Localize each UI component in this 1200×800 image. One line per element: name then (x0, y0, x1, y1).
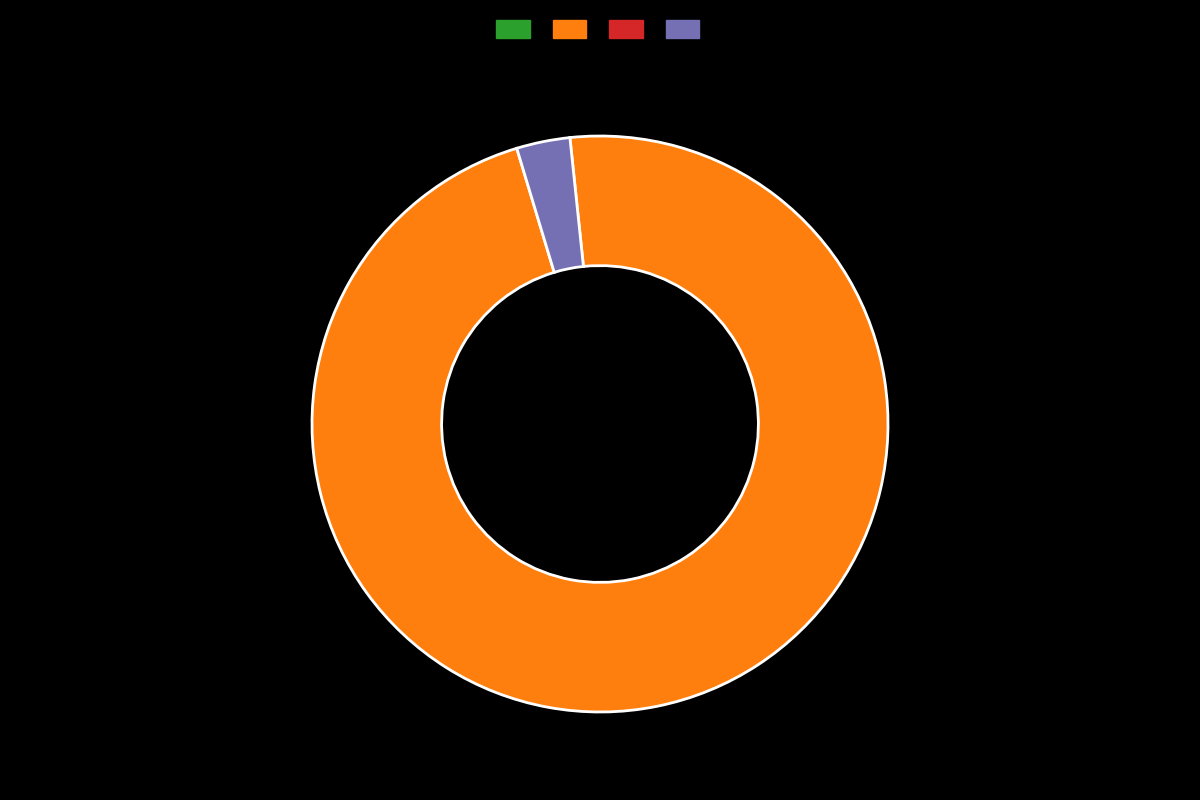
Wedge shape (312, 136, 888, 712)
Legend: , , , : , , , (490, 14, 710, 44)
Wedge shape (517, 138, 583, 272)
